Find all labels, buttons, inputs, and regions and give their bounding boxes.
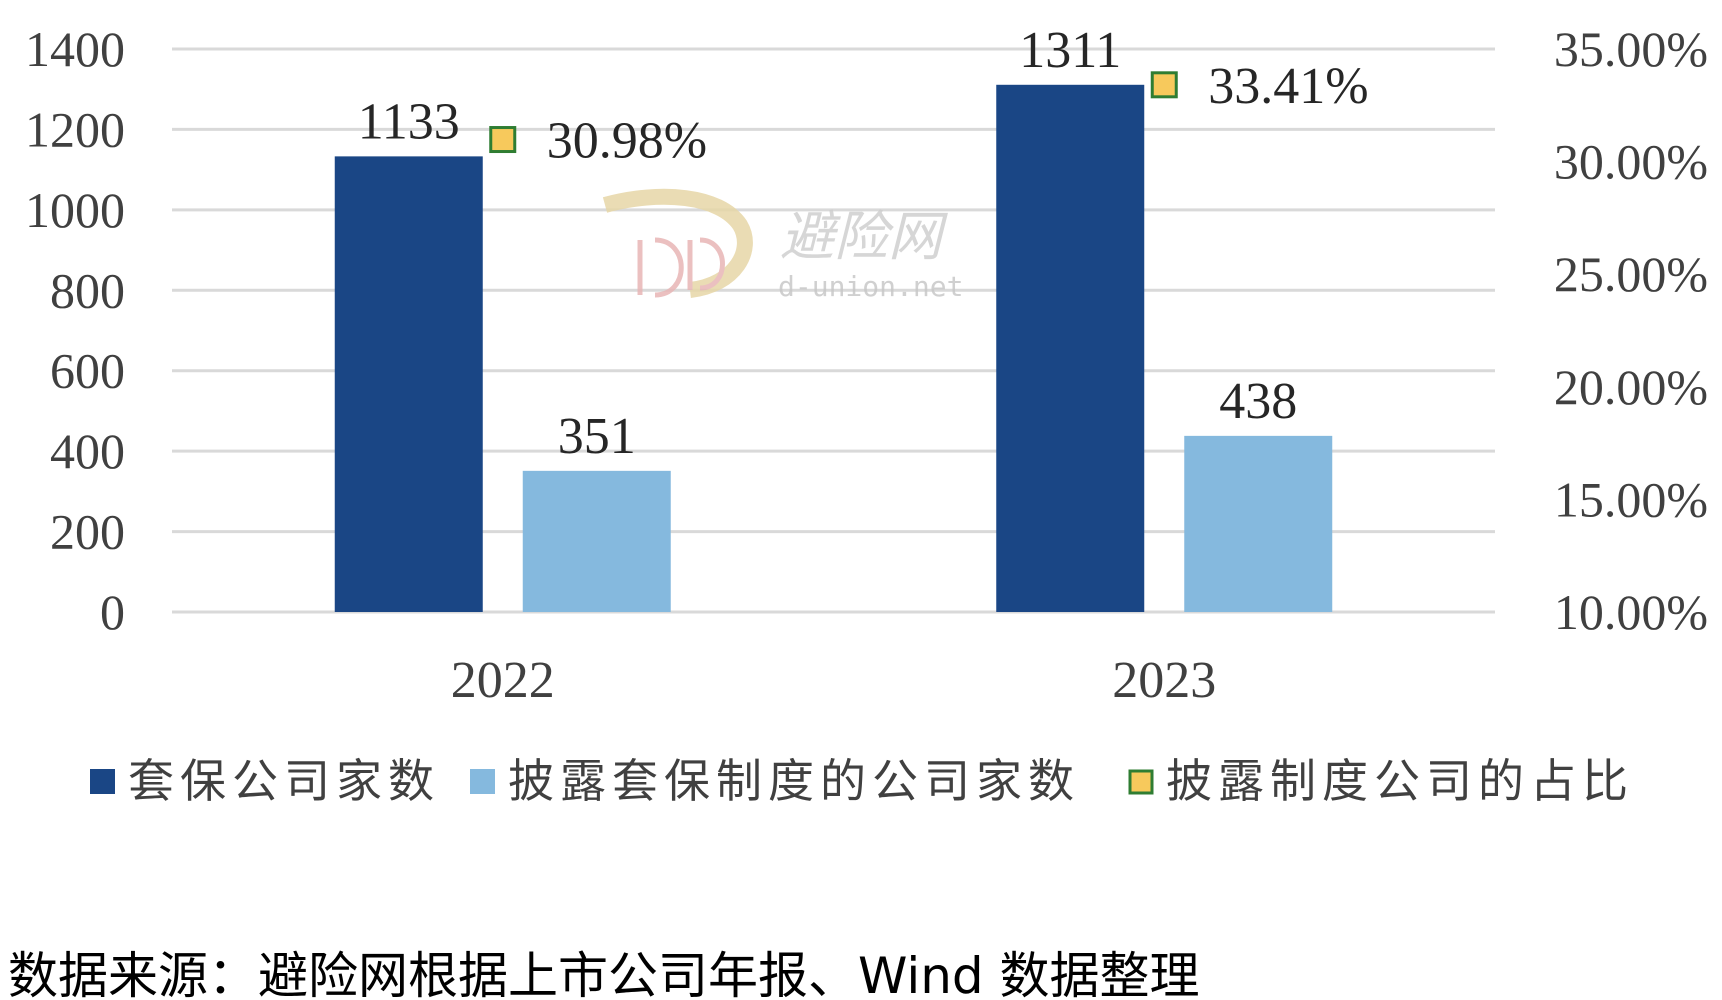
- right-tick-label: 20.00%: [1554, 359, 1708, 415]
- right-y-axis: 10.00% 15.00% 20.00% 25.00% 30.00% 35.00%: [1554, 21, 1708, 640]
- ratio-marker: [1150, 71, 1178, 99]
- left-tick-label: 1400: [25, 21, 125, 77]
- bar-value-label: 438: [1219, 373, 1297, 430]
- legend-item: 套保公司家数: [90, 754, 440, 808]
- watermark-url: d-union.net: [778, 270, 963, 303]
- right-tick-label: 15.00%: [1554, 471, 1708, 527]
- source-note: 数据来源：避险网根据上市公司年报、Wind 数据整理: [8, 947, 1200, 1000]
- legend-item: 披露制度公司的占比: [1128, 754, 1634, 808]
- left-tick-label: 800: [50, 262, 125, 318]
- category-label: 2022: [451, 652, 555, 709]
- left-tick-label: 0: [100, 584, 125, 640]
- bar-value-label: 1133: [358, 93, 460, 150]
- legend-swatch-icon: [470, 769, 495, 794]
- bar-hedging-companies: [996, 84, 1145, 612]
- right-tick-label: 25.00%: [1554, 246, 1708, 302]
- left-y-axis: 0 200 400 600 800 1000 1200 1400: [25, 21, 125, 640]
- left-tick-label: 400: [50, 423, 125, 479]
- left-tick-label: 600: [50, 343, 125, 399]
- legend-swatch-icon: [90, 769, 115, 794]
- watermark-logo-letters-icon: [637, 237, 725, 298]
- bar-value-label: 1311: [1019, 22, 1121, 79]
- bar-disclosing-companies: [1184, 435, 1333, 612]
- data-labels: 1133 351 30.98% 1311 438 33.41%: [358, 22, 1369, 465]
- watermark-logo-icon: [602, 188, 753, 298]
- legend-label: 披露套保制度的公司家数: [508, 754, 1080, 808]
- right-tick-label: 30.00%: [1554, 134, 1708, 190]
- legend-label: 套保公司家数: [128, 754, 440, 808]
- ratio-value-label: 30.98%: [547, 113, 707, 170]
- ratio-markers: [489, 71, 1178, 154]
- watermark-name: 避险网: [780, 205, 948, 268]
- ratio-marker: [489, 126, 517, 154]
- bar-series: [334, 84, 1333, 613]
- right-tick-label: 10.00%: [1554, 584, 1708, 640]
- legend-swatch-marker-icon: [1128, 769, 1154, 795]
- watermark: 避险网 d-union.net: [602, 188, 963, 303]
- legend: 套保公司家数 披露套保制度的公司家数 披露制度公司的占比: [90, 754, 1634, 808]
- left-tick-label: 1200: [25, 101, 125, 157]
- bar-disclosing-companies: [522, 470, 671, 612]
- bar-hedging-companies: [334, 156, 483, 613]
- right-tick-label: 35.00%: [1554, 21, 1708, 77]
- left-tick-label: 200: [50, 504, 125, 560]
- bar-value-label: 351: [558, 408, 636, 465]
- legend-item: 披露套保制度的公司家数: [470, 754, 1080, 808]
- category-axis: 2022 2023: [451, 652, 1217, 709]
- legend-label: 披露制度公司的占比: [1166, 754, 1634, 808]
- ratio-value-label: 33.41%: [1208, 58, 1368, 115]
- left-tick-label: 1000: [25, 182, 125, 238]
- category-label: 2023: [1112, 652, 1216, 709]
